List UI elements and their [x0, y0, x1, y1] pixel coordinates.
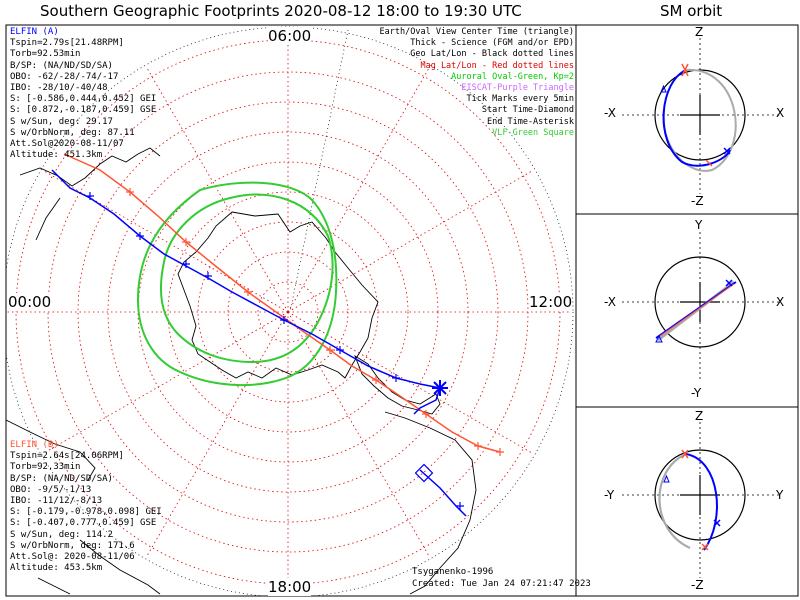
sat-a-line: IBO: -28/10/-40/48 [10, 83, 108, 94]
sat-b-line: Att.Sol@: 2020-08-11/06 [10, 552, 135, 563]
sat-b-line: S: [-0.179,-0.978,0.098] GEI [10, 507, 162, 518]
sat-b-line: S w/OrbNorm, deg: 171.6 [10, 540, 135, 551]
track-a-end-asterisk [432, 380, 448, 396]
plot-title: Southern Geographic Footprints 2020-08-1… [40, 2, 522, 20]
created-label: Created: Tue Jan 24 07:21:47 2023 [412, 579, 591, 589]
sat-a-line: S: [-0.586,0.444,0.452] GEI [10, 94, 157, 105]
orbit-yz-right: Y [776, 488, 784, 502]
legend-item: EISCAT-Purple Triangle [461, 83, 574, 94]
coastlines [6, 147, 477, 595]
mag-lon-lines [6, 30, 570, 594]
orbit-xz-top: Z [695, 25, 704, 39]
legend-item: Mag Lat/Lon - Red dotted lines [420, 60, 574, 71]
orbit-xy-top: Y [695, 218, 703, 232]
orbit-panel-yz-plot [622, 422, 780, 578]
orbit-xz-left: -X [604, 106, 616, 120]
orbit-xy-bottom: -Y [691, 386, 702, 400]
model-label: Tsyganenko-1996 [412, 567, 494, 577]
sat-b-line: B/SP: (NA/ND/SD/SA) [10, 473, 113, 484]
legend-item: Thick - Science (FGM and/or EPD) [410, 38, 574, 49]
legend-item: Tick Marks every 5min [466, 94, 574, 105]
track-a [51, 169, 467, 517]
sat-a-name: ELFIN (A) [10, 27, 59, 37]
orbit-yz-top: Z [695, 409, 704, 423]
sat-a-line: S w/OrbNorm, deg: 87.11 [10, 127, 135, 138]
sat-b-line: Torb=92.33min [10, 462, 81, 473]
hour-label-right: 12:00 [529, 293, 573, 311]
sat-a-line: S: [0.872,-0.187,0.459] GSE [10, 105, 157, 116]
hour-label-top: 06:00 [268, 27, 312, 45]
hour-label-bottom: 18:00 [268, 578, 312, 596]
orbit-xz-right: X [776, 106, 785, 120]
orbit-xz-bottom: -Z [691, 194, 704, 208]
track-b [63, 153, 501, 453]
legend-item: Geo Lat/Lon - Black dotted lines [410, 49, 574, 60]
legend-item: End Time-Asterisk [487, 116, 574, 127]
sat-b-line: Altitude: 453.5km [10, 563, 103, 574]
geo-grid [6, 26, 574, 596]
sat-a-line: Altitude: 451.3km [10, 150, 103, 161]
tick-marks [86, 188, 504, 510]
map-group [6, 26, 574, 596]
orbit-xy-left: -X [604, 295, 616, 309]
sat-b-info: ELFIN (B) Tspin=2.64s[24.06RPM] Torb=92.… [10, 440, 162, 574]
sat-a-line: Tspin=2.79s[21.48RPM] [10, 38, 124, 49]
hour-label-left: 00:00 [8, 293, 52, 311]
orbit-title: SM orbit [660, 2, 723, 20]
orbit-yz-bottom: -Z [691, 578, 704, 592]
auroral-oval [136, 181, 338, 387]
orbit-panels [575, 24, 799, 597]
sat-a-line: Torb=92.53min [10, 49, 81, 60]
sat-b-name: ELFIN (B) [10, 440, 59, 450]
orbit-xy-right: X [776, 295, 785, 309]
legend-item: VLF-Green Square [492, 127, 574, 138]
sat-b-line: Tspin=2.64s[24.06RPM] [10, 451, 124, 462]
legend-item: Earth/Oval View Center Time (triangle) [379, 27, 574, 37]
orbit-yz-left: -Y [604, 488, 615, 502]
sat-b-line: S w/Sun, deg: 114.2 [10, 529, 113, 540]
sat-b-line: IBO: -11/12/-8/13 [10, 496, 103, 507]
sat-a-line: Att.Sol@2020-08-11/07 [10, 139, 124, 150]
sat-b-line: S: [-0.407,0.777,0.459] GSE [10, 518, 157, 529]
sat-a-line: B/SP: (NA/ND/SD/SA) [10, 60, 113, 71]
sat-b-line: OBO: -9/5/-1/13 [10, 484, 92, 495]
legend-item: Auroral Oval-Green, Kp=2 [451, 71, 574, 82]
sat-a-line: S w/Sun, deg: 29.17 [10, 116, 113, 127]
sat-a-info: ELFIN (A) Tspin=2.79s[21.48RPM] Torb=92.… [10, 27, 156, 161]
orbit-panel-xy-plot [622, 232, 780, 380]
orbit-panel-xz-plot [622, 38, 780, 194]
sat-a-line: OBO: -62/-28/-74/-17 [10, 71, 119, 82]
legend: Earth/Oval View Center Time (triangle) T… [380, 27, 574, 139]
legend-item: Start Time-Diamond [481, 105, 574, 116]
